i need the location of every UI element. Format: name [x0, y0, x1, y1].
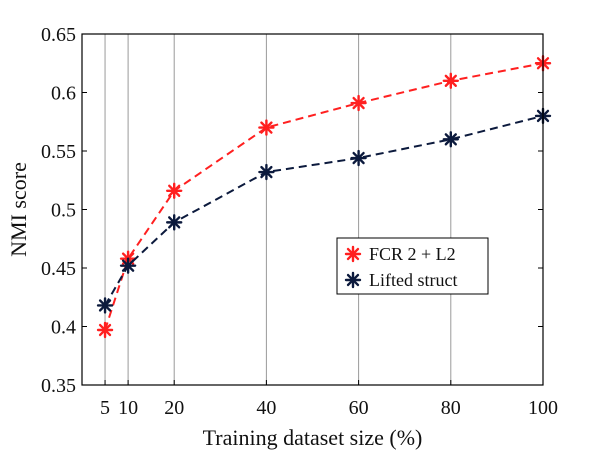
legend-label: Lifted struct [369, 270, 457, 290]
data-point-series-1 [96, 321, 114, 339]
y-axis-label: NMI score [6, 162, 31, 257]
x-tick-label: 100 [528, 397, 558, 419]
data-point-series-2 [258, 163, 275, 181]
legend-marker-icon [344, 245, 362, 263]
data-point-series-2 [119, 257, 137, 274]
y-axis: 0.35 0.4 0.45 0.5 0.55 0.6 0.65 [41, 24, 543, 397]
grid-lines [104, 34, 452, 385]
data-point-series-2 [350, 149, 367, 167]
x-axis: 5 10 20 40 60 80 100 [100, 380, 558, 419]
series-layer [96, 55, 552, 339]
y-tick-label: 0.4 [51, 317, 76, 339]
data-point-series-1 [350, 94, 367, 112]
data-point-series-1 [258, 119, 275, 136]
x-axis-label: Training dataset size (%) [203, 425, 423, 450]
y-tick-label: 0.45 [41, 258, 76, 280]
plot-frame [81, 33, 544, 386]
y-tick-label: 0.65 [41, 24, 76, 46]
legend-box [336, 237, 489, 295]
data-point-series-2 [442, 131, 459, 148]
x-tick-label: 40 [256, 397, 276, 419]
legend-item: FCR 2 + L2 [344, 244, 456, 264]
y-tick-label: 0.5 [51, 200, 76, 222]
legend-item: Lifted struct [344, 270, 457, 290]
y-tick-label: 0.35 [41, 375, 76, 397]
y-tick-label: 0.55 [41, 141, 76, 163]
x-tick-label: 5 [100, 397, 110, 419]
x-tick-label: 80 [441, 397, 461, 419]
data-point-series-1 [442, 72, 459, 90]
x-tick-label: 60 [349, 397, 369, 419]
data-point-series-2 [96, 297, 114, 314]
data-point-series-1 [165, 182, 183, 199]
y-tick-label: 0.6 [51, 83, 76, 105]
x-tick-label: 10 [118, 397, 138, 419]
x-tick-label: 20 [164, 397, 184, 419]
legend-label: FCR 2 + L2 [369, 244, 456, 264]
legend-marker-icon [344, 271, 362, 289]
legend: FCR 2 + L2 Lifted struct [336, 237, 489, 295]
data-point-series-2 [165, 214, 183, 231]
